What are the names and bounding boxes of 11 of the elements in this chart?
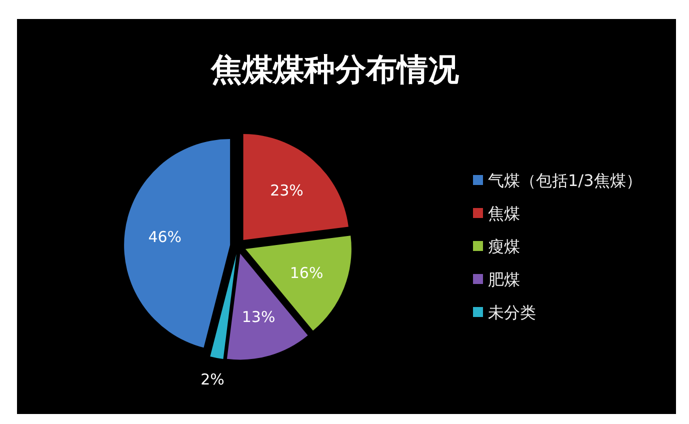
legend-label: 未分类 (488, 303, 536, 322)
legend-label: 气煤（包括1/3焦煤） (488, 171, 642, 190)
data-label: 13% (242, 308, 276, 326)
legend-label: 瘦煤 (488, 237, 520, 256)
data-label: 23% (270, 182, 304, 200)
data-label: 2% (200, 370, 224, 389)
legend-label: 焦煤 (488, 204, 520, 223)
data-label: 16% (290, 264, 324, 282)
legend-label: 肥煤 (488, 270, 520, 289)
data-label: 46% (148, 228, 182, 246)
chart-title: 焦煤煤种分布情况 (210, 52, 460, 87)
